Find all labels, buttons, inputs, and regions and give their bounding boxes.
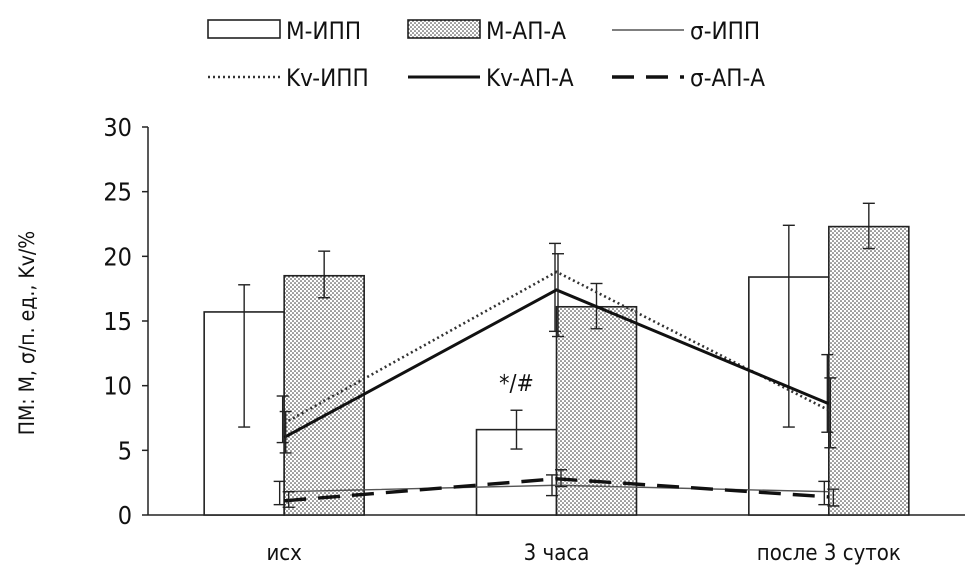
legend-label: σ-ИПП [690,17,760,45]
y-tick-label: 30 [103,113,132,142]
legend-label: М-АП-А [486,17,566,45]
y-tick-label: 15 [103,307,132,336]
x-tick-label: 3 часа [524,541,590,566]
lines [273,242,840,508]
legend-item: σ-ИПП [612,17,760,45]
significance-annotation: */# [499,371,534,397]
line-error [546,474,558,497]
line-error [276,395,289,444]
legend-label: М-ИПП [286,17,361,45]
y-tick-label: 25 [103,178,132,207]
legend: М-ИПП М-АП-А σ-ИПП Kv-ИПП Kv-АП-А σ-АП-А [207,17,765,92]
legend-label: Kv-ИПП [286,64,369,92]
series-line [283,288,830,439]
bar [828,225,910,516]
legend-label: σ-АП-А [690,64,765,92]
line-error [282,491,295,508]
line-error [273,480,286,506]
line-error [824,377,837,449]
line-error [279,410,292,454]
line-error [821,353,834,433]
y-axis-label: ПМ: М, σ/п. ед., Kv/% [15,231,39,435]
legend-label: Kv-АП-А [486,64,574,92]
bar [283,274,365,516]
series-line [283,270,830,425]
x-tick-label: после 3 суток [757,541,901,566]
x-tick-label: исх [266,541,302,566]
bar-error [862,202,875,250]
legend-swatch [207,19,281,39]
y-tick-label: 0 [118,501,132,530]
series-line [284,477,829,503]
bar-error [238,284,251,428]
legend-item: М-ИПП [207,17,361,45]
line-error [827,488,840,507]
bar-error [510,409,523,450]
y-tick-label: 20 [103,242,132,271]
legend-item: σ-АП-А [612,64,765,92]
line-error [552,253,564,338]
bar-error [782,224,795,428]
line-error [555,469,567,488]
bar-error [318,250,331,299]
legend-item: М-АП-А [407,17,566,45]
legend-item: Kv-АП-А [408,64,574,92]
annotations: */# [499,371,534,397]
line-error [549,242,561,333]
legend-swatch [407,19,481,39]
y-tick-label: 10 [103,372,132,401]
y-tick-label: 5 [118,436,132,465]
bars [203,202,910,516]
line-error [818,480,831,506]
legend-item: Kv-ИПП [208,64,369,92]
